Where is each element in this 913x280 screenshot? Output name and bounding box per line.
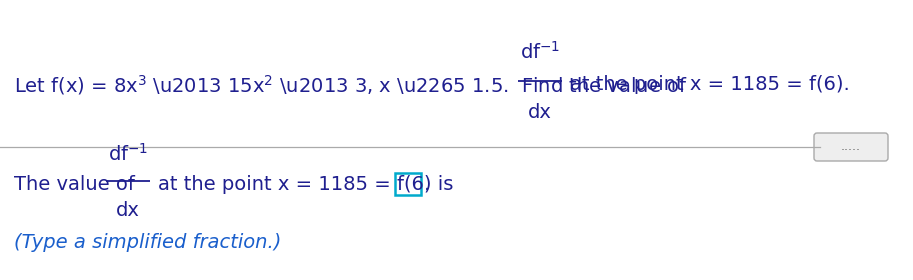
Text: at the point x = 1185 = f(6).: at the point x = 1185 = f(6). — [570, 76, 850, 95]
Text: dx: dx — [116, 201, 140, 220]
Text: at the point x = 1185 = f(6) is: at the point x = 1185 = f(6) is — [158, 176, 454, 195]
Text: df$\mathregular{^{-1}}$: df$\mathregular{^{-1}}$ — [108, 143, 148, 165]
Text: df$\mathregular{^{-1}}$: df$\mathregular{^{-1}}$ — [519, 41, 560, 63]
Text: dx: dx — [528, 103, 552, 122]
Text: .: . — [424, 176, 430, 195]
Text: .....: ..... — [841, 141, 861, 153]
Bar — [395, 173, 421, 195]
Text: Let f(x) = 8x$\mathregular{^3}$ \u2013 15x$\mathregular{^2}$ \u2013 3, x \u2265 : Let f(x) = 8x$\mathregular{^3}$ \u2013 1… — [14, 73, 687, 97]
FancyBboxPatch shape — [814, 133, 888, 161]
Text: (Type a simplified fraction.): (Type a simplified fraction.) — [14, 232, 281, 251]
Text: The value of: The value of — [14, 176, 135, 195]
